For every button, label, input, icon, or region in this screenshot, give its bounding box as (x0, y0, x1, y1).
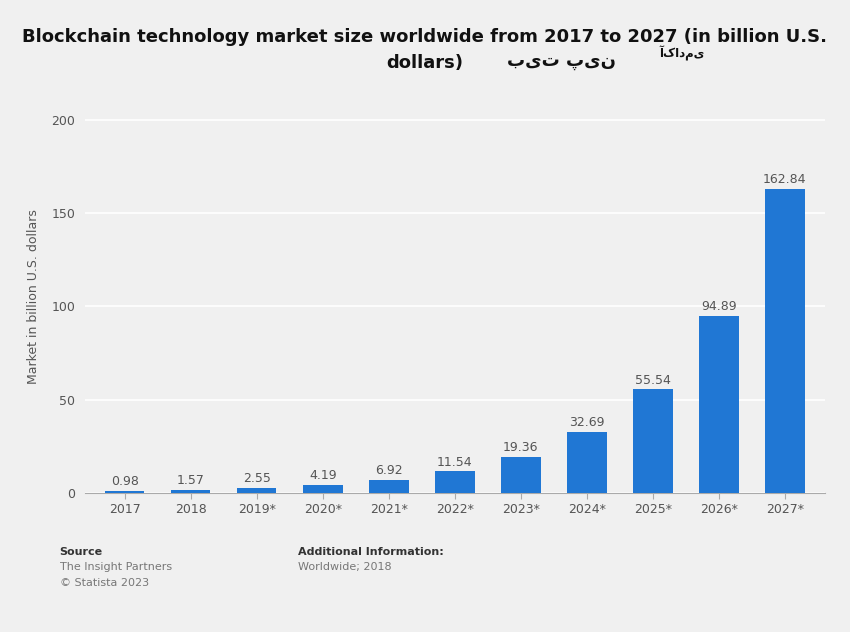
Bar (567, 432, 607, 493)
Text: 1.57: 1.57 (177, 474, 205, 487)
Text: Blockchain technology market size worldwide from 2017 to 2027 (in billion U.S.: Blockchain technology market size worldw… (22, 28, 828, 46)
Bar (171, 490, 211, 493)
Bar (435, 471, 474, 493)
Bar (699, 316, 739, 493)
Text: 2.55: 2.55 (243, 472, 270, 485)
Text: 11.54: 11.54 (437, 456, 473, 469)
Text: Additional Information:: Additional Information: (298, 547, 443, 557)
Text: بیت پین: بیت پین (507, 52, 616, 70)
Text: 19.36: 19.36 (503, 441, 539, 454)
Bar (105, 491, 144, 493)
Text: 4.19: 4.19 (309, 470, 337, 482)
Text: 6.92: 6.92 (375, 465, 403, 477)
Text: The Insight Partners: The Insight Partners (60, 562, 172, 573)
Bar (237, 488, 276, 493)
Bar (633, 389, 672, 493)
Bar (303, 485, 343, 493)
Bar (501, 457, 541, 493)
Text: Source: Source (60, 547, 103, 557)
Text: Worldwide; 2018: Worldwide; 2018 (298, 562, 391, 573)
Bar (765, 189, 805, 493)
Text: 0.98: 0.98 (110, 475, 139, 489)
Text: 55.54: 55.54 (635, 374, 671, 387)
Text: dollars): dollars) (387, 54, 463, 71)
Text: 162.84: 162.84 (763, 173, 807, 186)
Text: 32.69: 32.69 (569, 416, 604, 429)
Text: 94.89: 94.89 (701, 300, 737, 313)
Text: © Statista 2023: © Statista 2023 (60, 578, 149, 588)
Text: آکادمی: آکادمی (660, 46, 705, 61)
Bar (369, 480, 409, 493)
Y-axis label: Market in billion U.S. dollars: Market in billion U.S. dollars (27, 210, 40, 384)
